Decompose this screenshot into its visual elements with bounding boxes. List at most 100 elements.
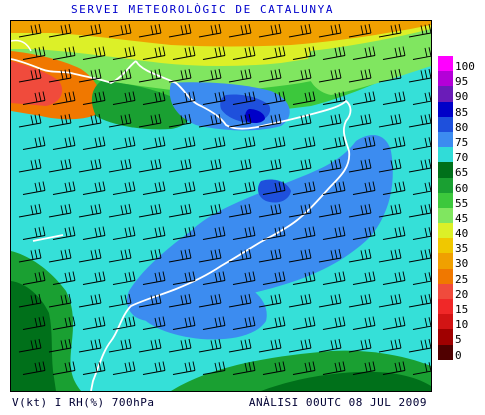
wind-barb	[22, 136, 46, 150]
wind-barb	[322, 361, 346, 375]
wind-barb	[138, 203, 162, 218]
legend-swatch	[438, 162, 453, 178]
wind-barb	[258, 113, 282, 128]
wind-barb	[78, 68, 102, 83]
legend-label: 20	[455, 287, 469, 301]
wind-barb	[378, 113, 402, 128]
wind-barb	[142, 136, 166, 150]
wind-barb	[112, 316, 136, 330]
legend-swatch	[438, 344, 453, 360]
wind-barb	[232, 46, 256, 60]
wind-barb	[142, 361, 166, 375]
wind-barb	[22, 91, 46, 105]
legend-item: 10	[438, 314, 483, 330]
wind-barb	[378, 68, 402, 83]
wind-barb	[412, 137, 431, 150]
wind-barb	[382, 226, 406, 240]
legend-item: 100	[438, 56, 483, 72]
region-darkgreen-southwest	[11, 281, 56, 391]
wind-barb	[18, 203, 42, 218]
wind-barb	[262, 136, 286, 150]
wind-barb	[258, 293, 282, 308]
humidity-legend: 100 95 90 85 80 75 70 65 60 55 45 40 35 30 25 20 15 10 5 0	[438, 56, 483, 361]
wind-barb	[318, 248, 342, 263]
legend-item: 55	[438, 192, 483, 209]
wind-barb	[168, 293, 192, 308]
wind-barb	[348, 338, 372, 353]
wind-barb	[18, 338, 42, 353]
legend-item: 20	[438, 283, 483, 301]
wind-barb	[82, 361, 106, 375]
wind-barb	[382, 316, 406, 330]
wind-barb	[78, 338, 102, 353]
legend-item: 60	[438, 177, 483, 194]
wind-barb	[18, 68, 42, 83]
legend-swatch	[438, 101, 453, 117]
legend-swatch	[438, 329, 453, 345]
wind-barb	[112, 271, 136, 285]
wind-barb	[142, 46, 166, 60]
wind-barb	[112, 46, 136, 60]
wind-barb	[228, 248, 252, 263]
wind-barb	[108, 203, 132, 218]
wind-barb	[228, 68, 252, 83]
wind-barb	[292, 316, 316, 330]
wind-barb	[228, 293, 252, 308]
legend-item: 65	[438, 162, 483, 178]
legend-swatch	[438, 177, 453, 193]
wind-barb	[48, 203, 72, 218]
wind-barb	[142, 91, 166, 105]
wind-barb	[82, 136, 106, 150]
wind-barb	[322, 316, 346, 330]
wind-barb	[202, 91, 226, 105]
legend-item: 85	[438, 101, 483, 118]
wind-barb	[292, 226, 316, 240]
coastline-pyrenees	[11, 58, 137, 84]
wind-barb	[198, 293, 222, 308]
wind-barb	[262, 316, 286, 330]
wind-barb	[322, 181, 346, 195]
wind-barb	[112, 91, 136, 105]
wind-barb	[292, 46, 316, 60]
wind-barb	[138, 158, 162, 173]
wind-barb	[378, 338, 402, 353]
wind-barb	[78, 23, 102, 38]
wind-barb	[382, 271, 406, 285]
wind-barb	[112, 361, 136, 375]
legend-swatch	[438, 253, 453, 269]
wind-barb	[348, 158, 372, 173]
variable-label: V(kt) I RH(%) 700hPa	[12, 396, 155, 409]
wind-barb	[292, 181, 316, 195]
wind-barb	[22, 226, 46, 240]
legend-item: 80	[438, 116, 483, 133]
wind-barb	[382, 361, 406, 375]
map-title: SERVEI METEOROLÒGIC DE CATALUNYA	[70, 3, 335, 16]
wind-barb	[228, 113, 252, 128]
wind-barb	[138, 248, 162, 263]
wind-barb	[378, 158, 402, 173]
wind-barb	[262, 226, 286, 240]
legend-label: 45	[455, 211, 469, 225]
wind-barb	[202, 181, 226, 195]
wind-barb	[378, 203, 402, 218]
legend-label: 25	[455, 272, 469, 286]
wind-barb	[108, 23, 132, 38]
wind-barb	[78, 158, 102, 173]
wind-barb	[82, 181, 106, 195]
wind-barb	[168, 203, 192, 218]
legend-label: 70	[455, 151, 469, 165]
wind-barb	[48, 248, 72, 263]
legend-item: 0	[438, 344, 483, 361]
wind-barb	[142, 271, 166, 285]
legend-swatch	[438, 238, 453, 254]
region-red-northwest	[11, 61, 63, 106]
wind-barb	[48, 113, 72, 128]
humidity-wind-map	[10, 20, 432, 392]
wind-barb	[82, 316, 106, 330]
wind-barb	[202, 271, 226, 285]
wind-barb	[18, 293, 42, 308]
wind-barb	[348, 23, 372, 38]
wind-barb	[22, 271, 46, 285]
wind-barb	[232, 226, 256, 240]
wind-barb	[52, 136, 76, 150]
